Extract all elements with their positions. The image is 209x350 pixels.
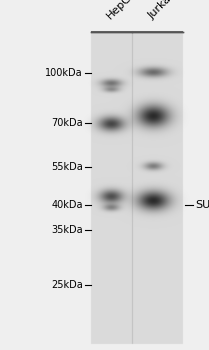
Text: 100kDa: 100kDa	[45, 68, 83, 78]
Text: SUMF1: SUMF1	[195, 200, 209, 210]
Text: 35kDa: 35kDa	[51, 225, 83, 235]
Text: 40kDa: 40kDa	[51, 200, 83, 210]
Text: 70kDa: 70kDa	[51, 118, 83, 128]
Text: HepG2: HepG2	[105, 0, 139, 21]
Text: Jurkat: Jurkat	[147, 0, 177, 21]
Text: 55kDa: 55kDa	[51, 162, 83, 172]
Text: 25kDa: 25kDa	[51, 280, 83, 289]
